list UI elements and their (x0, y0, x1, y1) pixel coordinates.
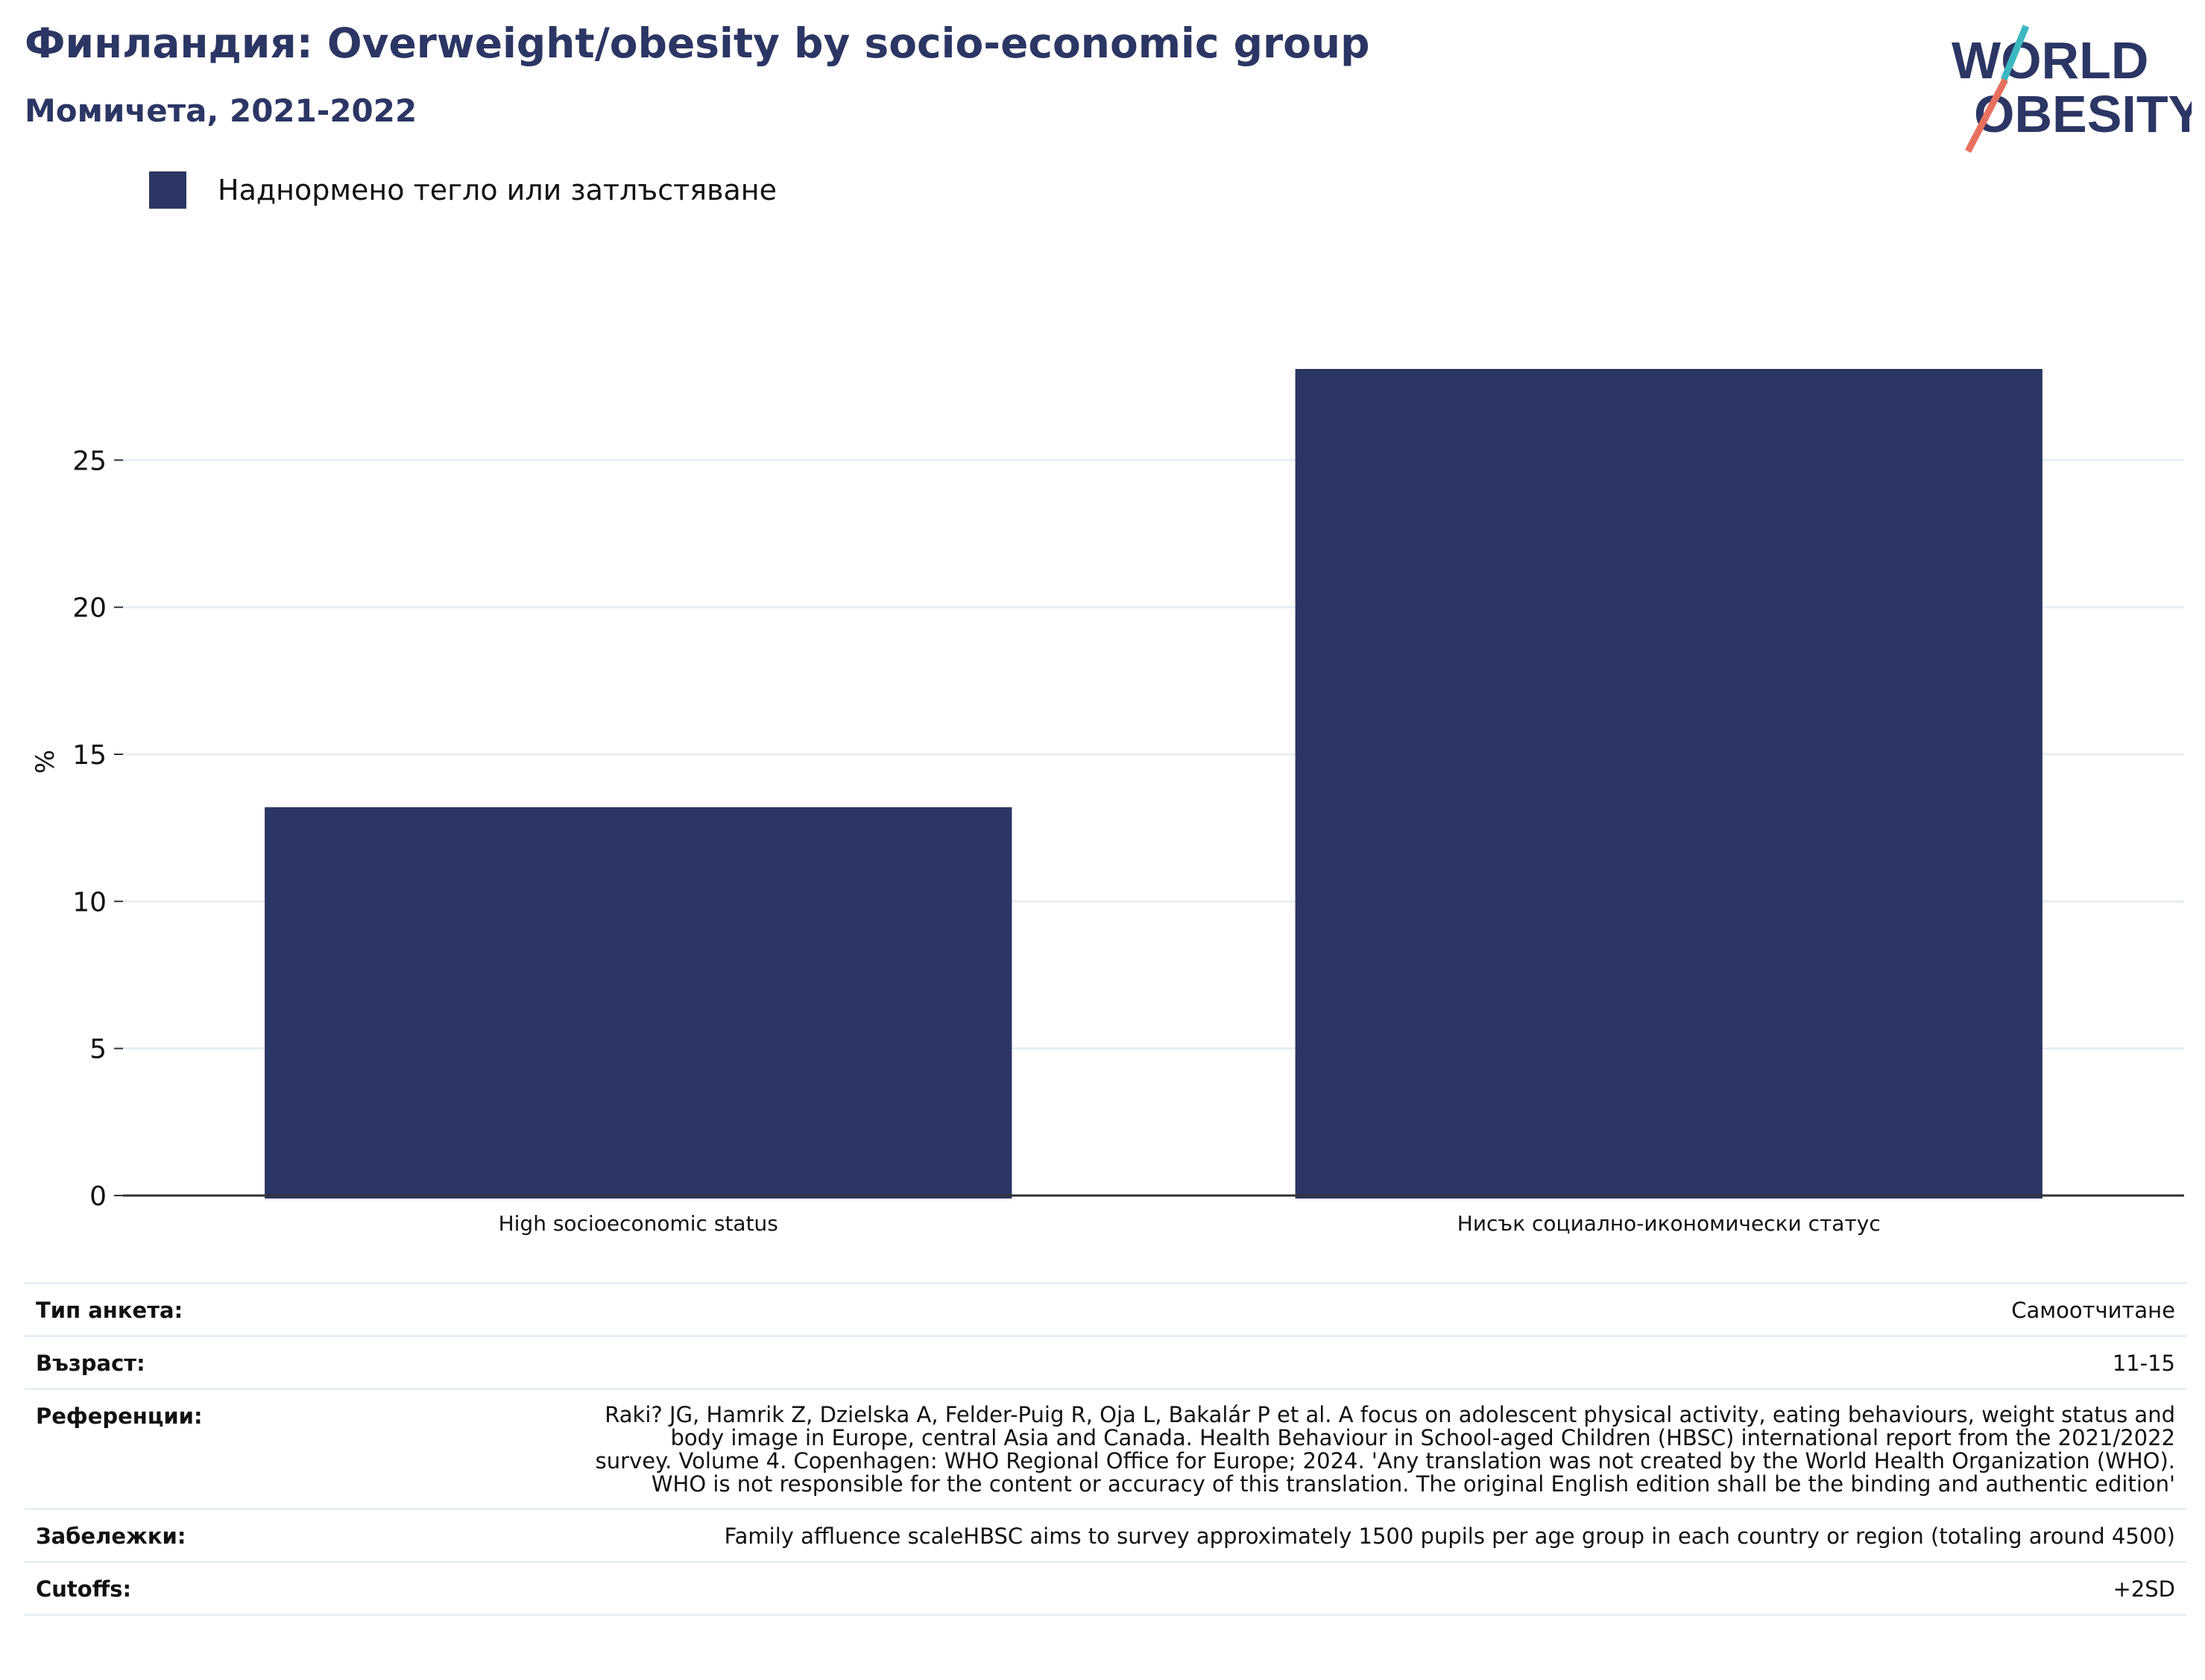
x-tick-label: High socioeconomic status (499, 1211, 778, 1236)
x-tick-label: Нисък социално-икономически статус (1457, 1211, 1881, 1236)
y-tick-label: 10 (72, 887, 107, 918)
meta-key: Референции: (36, 1403, 203, 1429)
meta-row-survey-type: Тип анкета: Самоотчитане (25, 1282, 2186, 1335)
bar (1295, 369, 2042, 1199)
metadata-table: Тип анкета: Самоотчитане Възраст: 11-15 … (25, 1282, 2186, 1616)
meta-key: Възраст: (36, 1351, 145, 1376)
axes: 0 5 10 15 20 25 High socioeconomic status Нисък… (72, 446, 2184, 1236)
logo-slash-coral (1965, 78, 2008, 154)
meta-value: Raki? JG, Hamrik Z, Dzielska A, Felder-P… (595, 1402, 2175, 1497)
meta-row-age: Възраст: 11-15 (25, 1335, 2186, 1388)
meta-key: Cutoffs: (36, 1576, 132, 1602)
meta-row-notes: Забележки: Family affluence scaleHBSC ai… (25, 1508, 2186, 1561)
bar-chart: 0 5 10 15 20 25 High socioeconomic status Нисък… (31, 369, 2184, 1236)
logo-line-2: OBESITY (1974, 85, 2192, 143)
y-tick-label: 5 (89, 1035, 107, 1065)
y-axis-label: % (31, 750, 60, 774)
y-tick-label: 25 (72, 446, 107, 476)
world-obesity-logo: WORLD OBESITY (1952, 25, 2192, 154)
legend-swatch (149, 171, 186, 209)
meta-key: Тип анкета: (36, 1298, 183, 1323)
y-tick-label: 15 (72, 740, 107, 771)
meta-row-cutoffs: Cutoffs: +2SD (25, 1561, 2186, 1616)
logo-line-1: WORLD (1952, 31, 2148, 89)
bars (265, 369, 2042, 1199)
meta-value: 11-15 (2112, 1351, 2175, 1376)
y-tick-label: 0 (89, 1181, 107, 1212)
meta-value: Family affluence scaleHBSC aims to surve… (724, 1523, 2175, 1549)
logo-slash-teal (2000, 25, 2030, 81)
meta-value: Самоотчитане (2011, 1298, 2175, 1323)
chart-subtitle: Момичета, 2021-2022 (25, 92, 417, 129)
meta-value: +2SD (2113, 1576, 2176, 1602)
meta-key: Забележки: (36, 1523, 186, 1549)
legend-label: Наднормено тегло или затлъстяване (218, 174, 777, 206)
meta-row-references: Референции: Raki? JG, Hamrik Z, Dzielska… (25, 1388, 2186, 1508)
chart-title: Финландия: Overweight/obesity by socio-e… (25, 19, 1370, 67)
legend: Наднормено тегло или затлъстяване (149, 171, 777, 209)
bar (265, 807, 1012, 1199)
y-tick-label: 20 (72, 593, 107, 624)
